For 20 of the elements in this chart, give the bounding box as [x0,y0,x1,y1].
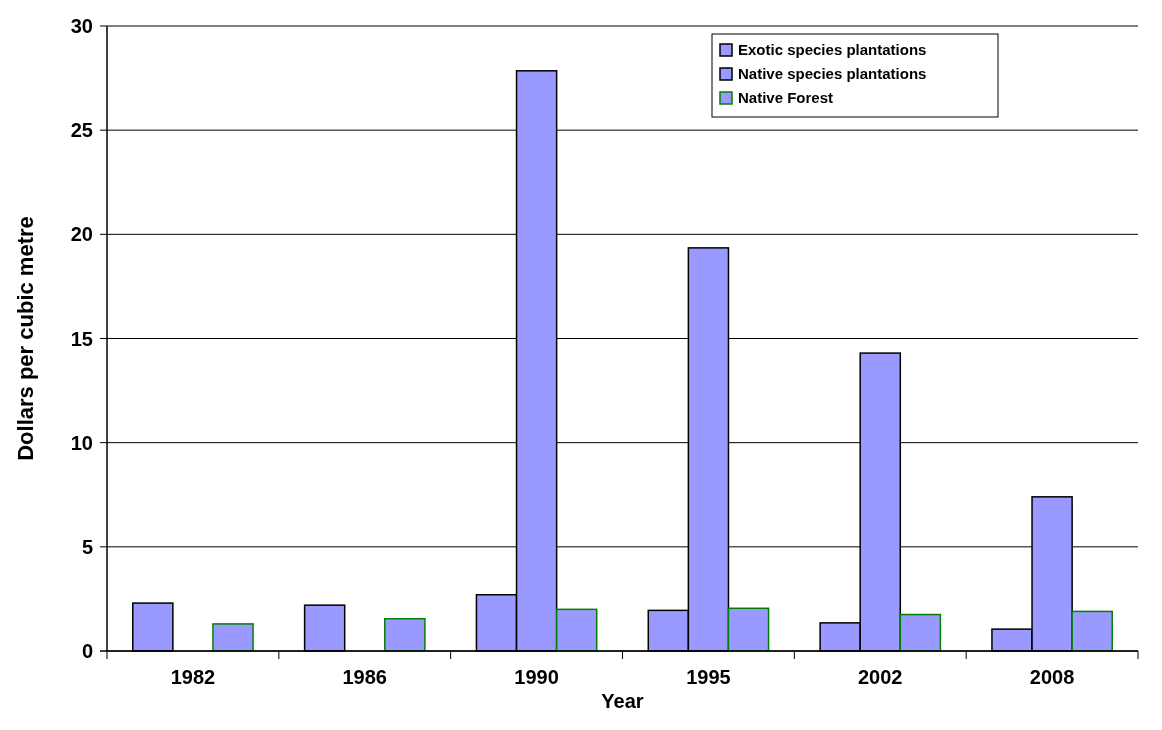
legend-label: Native species plantations [738,65,927,83]
legend-label: Native Forest [738,89,834,107]
y-tick-label: 20 [70,223,93,246]
y-tick-label: 5 [81,535,93,558]
y-tick-label: 25 [70,119,93,142]
y-tick-label: 30 [70,15,93,37]
legend-label: Exotic species plantations [738,41,927,59]
bar [212,623,254,652]
x-tick-label: 1995 [686,666,731,688]
bar [384,617,426,652]
y-tick-label: 0 [81,640,93,662]
x-tick-label: 2002 [858,666,903,688]
x-tick-label: 1990 [514,666,559,688]
x-axis-title: Year [601,690,644,712]
x-tick-label: 1982 [170,666,216,688]
x-tick-label: 2008 [1029,666,1075,688]
y-tick-label: 15 [70,327,93,350]
y-axis-title: Dollars per cubic metre [13,216,38,461]
y-tick-label: 10 [70,431,93,454]
x-tick-label: 1986 [342,666,387,688]
